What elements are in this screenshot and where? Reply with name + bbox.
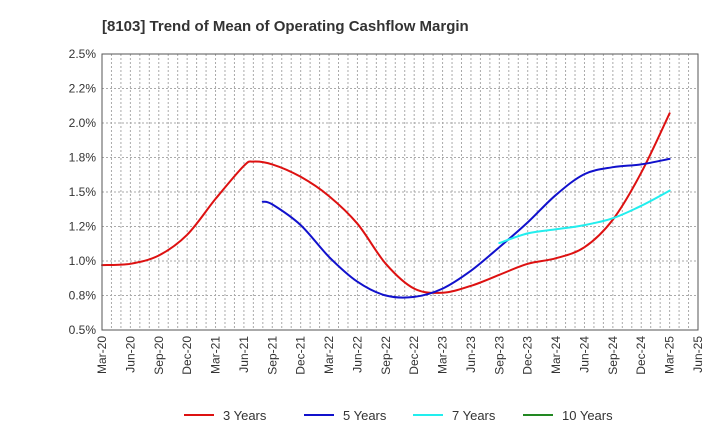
y-tick-label: 1.0% [69,254,97,268]
x-tick-label: Dec-24 [634,336,648,375]
series-line-7-years [498,189,671,245]
legend-label: 3 Years [223,408,267,423]
x-tick-label: Mar-21 [209,336,223,374]
x-tick-label: Sep-23 [492,336,506,375]
x-tick-label: Dec-23 [521,336,535,375]
x-tick-label: Sep-22 [379,336,393,375]
x-tick-label: Dec-20 [180,336,194,375]
y-tick-label: 1.8% [69,151,97,165]
x-tick-label: Mar-20 [95,336,109,374]
y-tick-label: 0.5% [69,323,97,337]
x-tick-label: Jun-20 [123,336,137,373]
legend-label: 7 Years [452,408,496,423]
series-line-3-years [101,112,671,294]
x-tick-label: Mar-24 [549,336,563,374]
y-tick-label: 2.0% [69,116,97,130]
y-tick-label: 1.5% [69,185,97,199]
chart-title: [8103] Trend of Mean of Operating Cashfl… [102,18,469,35]
x-tick-label: Mar-23 [436,336,450,374]
grid [102,54,698,330]
x-tick-label: Sep-24 [606,336,620,375]
x-tick-label: Jun-24 [577,336,591,373]
x-tick-label: Jun-22 [350,336,364,373]
y-axis: 0.5% 0.8% 1.0% 1.2% 1.5% 1.8% 2.0% 2.2% 2.5% [69,47,97,337]
y-tick-label: 2.2% [69,82,97,96]
x-tick-label: Jun-25 [691,336,705,373]
x-tick-label: Dec-22 [407,336,421,375]
x-tick-label: Mar-25 [663,336,677,374]
x-axis: Mar-20 Jun-20 Sep-20 Dec-20 Mar-21 Jun-21 Sep-… [95,336,705,375]
x-tick-label: Jun-23 [464,336,478,373]
x-tick-label: Sep-21 [265,336,279,375]
series-line-5-years [261,157,671,299]
legend: 3 Years 5 Years 7 Years 10 Years [184,408,613,423]
legend-label: 10 Years [562,408,613,423]
y-tick-label: 1.2% [69,220,97,234]
x-tick-label: Jun-21 [237,336,251,373]
x-tick-label: Dec-21 [294,336,308,375]
x-tick-label: Mar-22 [322,336,336,374]
plot-frame [101,53,699,331]
legend-label: 5 Years [343,408,387,423]
y-tick-label: 0.8% [69,289,97,303]
x-tick-label: Sep-20 [152,336,166,375]
series-lines [101,112,671,299]
y-tick-label: 2.5% [69,47,97,61]
